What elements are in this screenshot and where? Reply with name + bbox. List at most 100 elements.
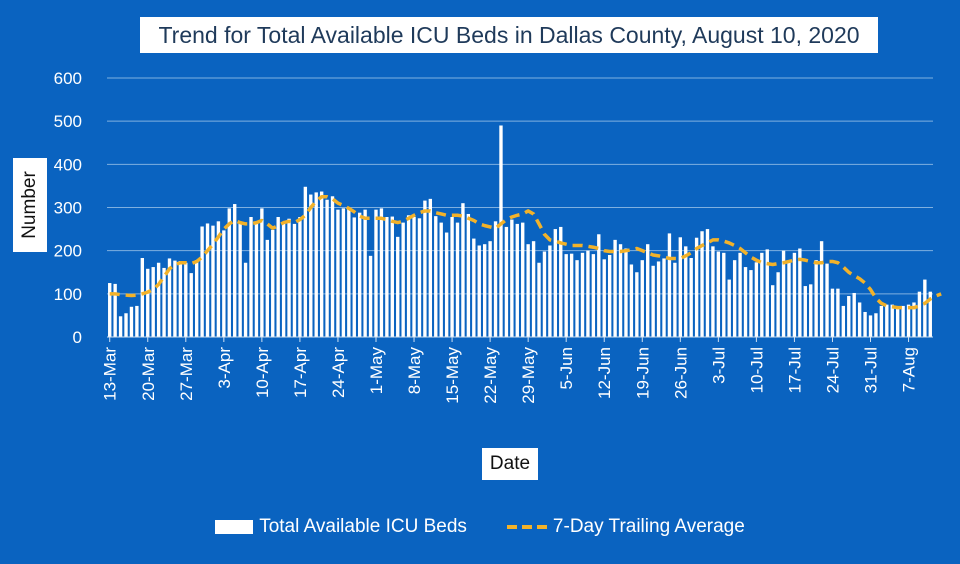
bar — [613, 239, 617, 337]
bar — [314, 192, 318, 337]
bar — [569, 253, 574, 337]
bar — [118, 316, 123, 337]
bar — [189, 273, 193, 337]
bar — [646, 244, 650, 337]
bar — [499, 125, 503, 337]
bar — [548, 245, 552, 337]
bar — [129, 306, 134, 337]
bar — [439, 222, 443, 337]
bar — [319, 191, 324, 337]
bar — [863, 311, 867, 337]
bar — [309, 194, 313, 337]
x-tick-label: 12-Jun — [595, 347, 614, 399]
bar — [526, 244, 530, 337]
bar — [461, 203, 465, 337]
bar — [194, 260, 199, 337]
bar — [271, 229, 275, 337]
bar — [716, 251, 721, 337]
bar — [423, 200, 427, 337]
bar — [678, 237, 682, 337]
bar — [243, 262, 248, 337]
bar — [798, 248, 802, 337]
bar — [222, 230, 226, 337]
x-tick-label: 1-May — [367, 347, 386, 395]
bar — [732, 260, 737, 337]
bar — [722, 252, 726, 337]
bar — [178, 261, 183, 337]
bar — [640, 260, 644, 337]
bar — [874, 313, 878, 337]
bar — [618, 244, 623, 337]
y-tick-label: 100 — [54, 285, 82, 304]
bar — [162, 267, 166, 337]
bar — [857, 302, 862, 337]
bar — [694, 237, 699, 337]
bar — [504, 226, 509, 337]
bar — [760, 252, 764, 337]
bar — [482, 244, 487, 337]
bar — [515, 223, 519, 337]
bar — [879, 305, 884, 337]
bar — [586, 250, 590, 337]
y-tick-label: 200 — [54, 242, 82, 261]
bar — [510, 219, 514, 337]
x-tick-label: 10-Apr — [253, 347, 272, 398]
bar — [575, 260, 579, 337]
bar — [803, 286, 807, 337]
y-tick-label: 0 — [73, 328, 82, 347]
bar — [276, 216, 280, 337]
bar — [401, 222, 405, 337]
bar — [912, 302, 916, 337]
bar — [705, 229, 710, 337]
y-tick-label: 400 — [54, 155, 82, 174]
trailing-average-line — [109, 194, 942, 310]
bar — [298, 216, 302, 337]
bar — [885, 304, 889, 337]
bar — [466, 213, 471, 337]
bar — [591, 254, 596, 337]
bar — [738, 252, 742, 337]
bar — [667, 233, 672, 337]
legend-bar-swatch — [215, 520, 254, 534]
bar — [607, 254, 612, 337]
bar — [847, 295, 851, 337]
y-tick-label: 600 — [54, 69, 82, 88]
legend-bar-label: Total Available ICU Beds — [259, 516, 467, 537]
x-tick-label: 29-May — [519, 347, 538, 404]
bar — [901, 305, 905, 337]
bar — [928, 291, 932, 337]
bar — [374, 209, 378, 337]
bar — [521, 222, 525, 337]
bar — [205, 223, 210, 337]
bar — [727, 279, 731, 337]
bar — [771, 285, 775, 337]
bar — [341, 208, 346, 337]
bar — [325, 199, 329, 337]
bar — [412, 216, 416, 337]
bar — [281, 223, 286, 337]
bar — [531, 241, 536, 337]
bar — [700, 231, 704, 337]
bar — [184, 262, 188, 337]
bar — [852, 292, 856, 337]
bar — [233, 204, 237, 337]
bar — [406, 215, 411, 337]
bar — [260, 208, 264, 337]
x-tick-label: 15-May — [443, 347, 462, 404]
bar — [265, 239, 269, 337]
bar — [358, 212, 362, 337]
bar — [303, 186, 308, 337]
bar — [352, 217, 356, 337]
bar — [689, 258, 693, 337]
bar — [792, 252, 797, 337]
chart-title: Trend for Total Available ICU Beds in Da… — [140, 17, 878, 53]
bar — [830, 288, 835, 337]
y-tick-label: 500 — [54, 112, 82, 131]
bar — [787, 260, 791, 337]
x-tick-label: 24-Apr — [329, 347, 348, 398]
bar — [151, 267, 155, 337]
bar — [711, 246, 715, 337]
bar — [580, 252, 585, 337]
x-tick-label: 5-Jun — [557, 347, 576, 390]
